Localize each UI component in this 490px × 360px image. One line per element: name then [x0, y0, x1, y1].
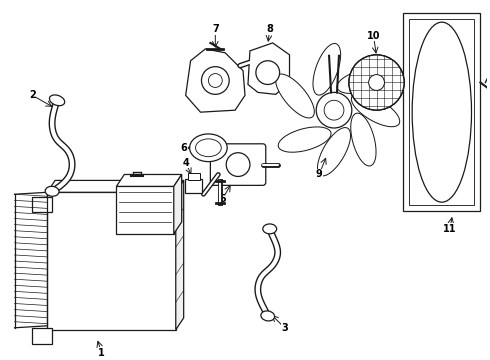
Bar [117, 186, 174, 234]
Circle shape [324, 100, 344, 120]
Polygon shape [47, 180, 184, 192]
Text: 7: 7 [212, 24, 219, 34]
Ellipse shape [313, 44, 341, 95]
Circle shape [226, 153, 250, 176]
Text: 3: 3 [281, 323, 288, 333]
Ellipse shape [190, 134, 227, 162]
Ellipse shape [49, 95, 65, 106]
Text: 5: 5 [219, 194, 225, 204]
Ellipse shape [275, 74, 315, 118]
Bar [409, 19, 474, 205]
Circle shape [349, 55, 404, 110]
Ellipse shape [261, 311, 274, 321]
Polygon shape [32, 328, 52, 343]
Ellipse shape [351, 113, 376, 166]
Polygon shape [32, 197, 52, 212]
Ellipse shape [196, 139, 221, 157]
Ellipse shape [412, 22, 471, 202]
Ellipse shape [318, 127, 350, 176]
Text: 9: 9 [316, 170, 322, 180]
Circle shape [316, 93, 352, 128]
Text: 6: 6 [180, 143, 187, 153]
Polygon shape [117, 175, 182, 186]
Text: 12: 12 [243, 167, 257, 176]
Circle shape [368, 75, 385, 90]
Bar [188, 172, 199, 180]
Circle shape [208, 73, 222, 87]
FancyBboxPatch shape [210, 144, 266, 185]
Ellipse shape [45, 186, 59, 196]
Text: 4: 4 [182, 158, 189, 168]
Circle shape [256, 61, 280, 85]
Ellipse shape [351, 94, 400, 127]
Polygon shape [176, 180, 184, 330]
Text: 1: 1 [98, 347, 105, 357]
Bar [47, 192, 176, 330]
Text: 11: 11 [443, 224, 457, 234]
Polygon shape [174, 175, 182, 234]
Bar [185, 179, 202, 193]
Ellipse shape [263, 224, 277, 234]
Bar [403, 13, 480, 211]
Polygon shape [248, 43, 290, 94]
Circle shape [201, 67, 229, 94]
Ellipse shape [337, 68, 390, 94]
Text: 8: 8 [266, 24, 273, 34]
Ellipse shape [278, 127, 331, 152]
Text: 10: 10 [367, 31, 380, 41]
Polygon shape [186, 49, 245, 112]
Text: 2: 2 [29, 90, 36, 100]
